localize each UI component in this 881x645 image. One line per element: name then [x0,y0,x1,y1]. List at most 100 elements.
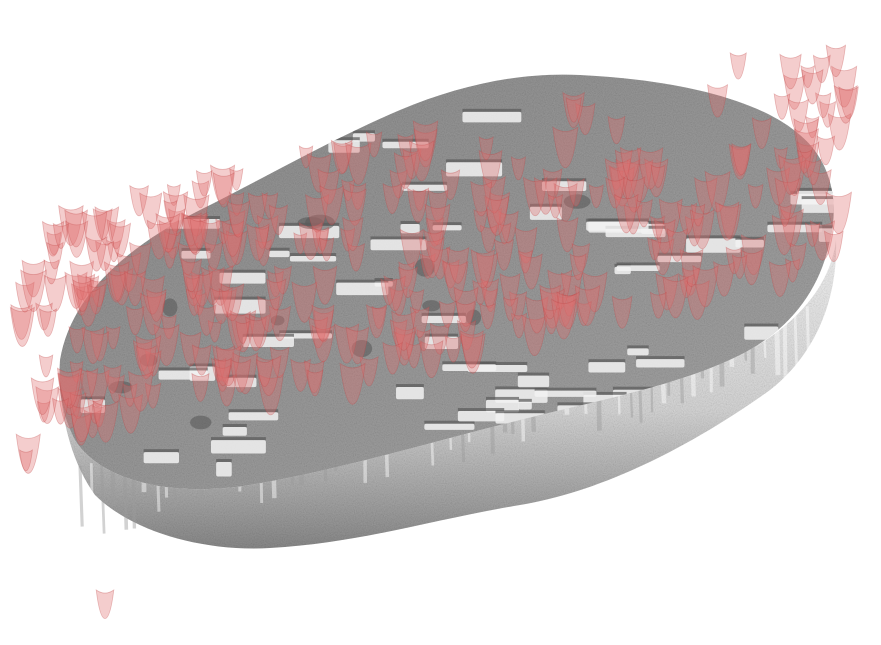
overlay-marker [190,271,213,307]
overlay-marker [342,216,364,251]
overlay-marker [339,362,366,405]
overlay-marker [554,293,575,327]
relief-terrace [400,220,420,234]
overlay-marker [510,156,526,181]
overlay-marker [293,232,308,255]
relief-pit [139,353,158,367]
overlay-marker [542,307,560,335]
overlay-marker [651,238,675,276]
overlay-marker [69,392,87,420]
overlay-marker [85,236,108,272]
overlay-marker [229,309,257,353]
relief-terrace [446,159,503,177]
overlay-marker [575,300,592,327]
overlay-marker [15,433,41,474]
overlay-marker [135,334,162,377]
relief-terrace [100,145,114,154]
overlay-marker [514,226,538,264]
overlay-marker [204,241,223,271]
relief-terrace [382,138,429,149]
overlay-marker [725,246,743,275]
relief-terrace [205,122,252,136]
overlay-marker [132,339,153,372]
relief-terrace [735,236,764,248]
overlay-marker [614,149,633,179]
overlay-marker [655,272,679,311]
overlay-marker [306,153,332,193]
overlay-marker [459,330,484,369]
overlay-marker [493,238,514,271]
overlay-marker [566,177,585,207]
overlay-marker [747,183,764,209]
overlay-marker [520,253,543,290]
overlay-marker [679,248,704,287]
overlay-marker [64,209,88,248]
overlay-marker [542,168,563,200]
overlay-marker [389,169,408,199]
overlay-marker [58,372,80,407]
overlay-marker [267,270,284,298]
overlay-marker [605,177,625,209]
overlay-marker [478,149,503,189]
overlay-marker [383,275,406,312]
relief-terrace [424,420,475,430]
overlay-marker [334,323,360,364]
overlay-marker [470,180,493,217]
overlay-marker [425,216,445,247]
overlay-marker [92,404,107,428]
overlay-marker [521,314,548,356]
overlay-marker [484,195,510,236]
overlay-marker [128,370,154,412]
overlay-marker [145,349,162,377]
overlay-marker [551,298,577,340]
overlay-marker [306,369,324,397]
relief-pit [305,214,335,231]
overlay-marker [553,182,578,222]
overlay-marker [784,258,801,283]
overlay-marker [146,219,172,260]
overlay-marker [79,367,99,399]
overlay-marker [313,309,334,343]
overlay-marker [453,286,479,327]
overlay-marker [56,367,83,409]
relief-terrace [744,323,779,340]
relief-pit [270,315,285,326]
overlay-marker [317,168,340,205]
overlay-marker [780,208,804,247]
overlay-marker [81,326,105,364]
overlay-marker [778,154,804,196]
overlay-marker [809,220,836,261]
overlay-marker [517,249,533,274]
overlay-marker [499,272,521,307]
relief-terrace [216,458,232,477]
overlay-marker [509,290,528,320]
overlay-marker [90,330,110,362]
overlay-marker [162,245,177,269]
overlay-marker [216,373,238,407]
overlay-marker [365,131,383,158]
overlay-marker [225,230,248,265]
overlay-marker [429,322,450,355]
wall-streak [89,463,95,543]
overlay-marker [46,241,64,270]
overlay-marker [713,261,736,297]
overlay-marker [730,145,750,177]
overlay-marker [105,325,121,350]
overlay-marker [107,272,127,302]
overlay-marker [76,287,101,327]
overlay-marker [341,178,355,202]
overlay-marker [191,372,210,402]
overlay-marker [232,351,259,395]
overlay-marker [547,269,573,310]
overlay-marker [751,117,772,149]
relief-pit [162,298,178,317]
relief-terrace [457,408,505,422]
overlay-marker [129,241,152,278]
slab-side-wall [59,240,837,549]
overlay-marker [498,210,519,244]
overlay-marker [235,320,251,344]
overlay-marker [395,326,417,361]
overlay-marker [398,261,415,288]
overlay-marker [419,252,436,279]
overlay-marker [582,271,608,313]
